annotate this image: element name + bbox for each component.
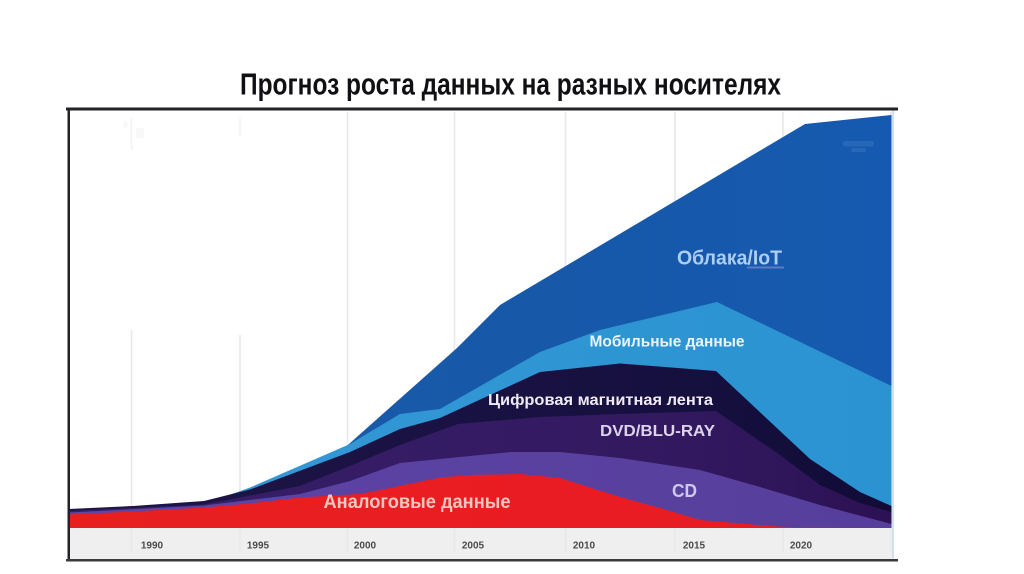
svg-text:Аналоговые данные: Аналоговые данные bbox=[324, 492, 511, 513]
svg-text:2015: 2015 bbox=[683, 541, 706, 552]
svg-text:2005: 2005 bbox=[462, 541, 485, 552]
svg-text:2000: 2000 bbox=[354, 541, 377, 552]
svg-text:Мобильные данные: Мобильные данные bbox=[590, 334, 745, 351]
svg-text:1990: 1990 bbox=[141, 541, 164, 552]
svg-text:DVD/BLU-RAY: DVD/BLU-RAY bbox=[600, 423, 716, 440]
svg-text:2010: 2010 bbox=[573, 541, 596, 552]
svg-text:1995: 1995 bbox=[247, 541, 270, 552]
svg-text:2020: 2020 bbox=[790, 541, 813, 552]
svg-text:Облака/IoT: Облака/IoT bbox=[677, 248, 782, 270]
svg-text:Прогноз роста данных на разных: Прогноз роста данных на разных носителях bbox=[240, 67, 781, 101]
svg-text:Цифровая магнитная лента: Цифровая магнитная лента bbox=[488, 392, 713, 409]
svg-text:CD: CD bbox=[672, 480, 697, 501]
